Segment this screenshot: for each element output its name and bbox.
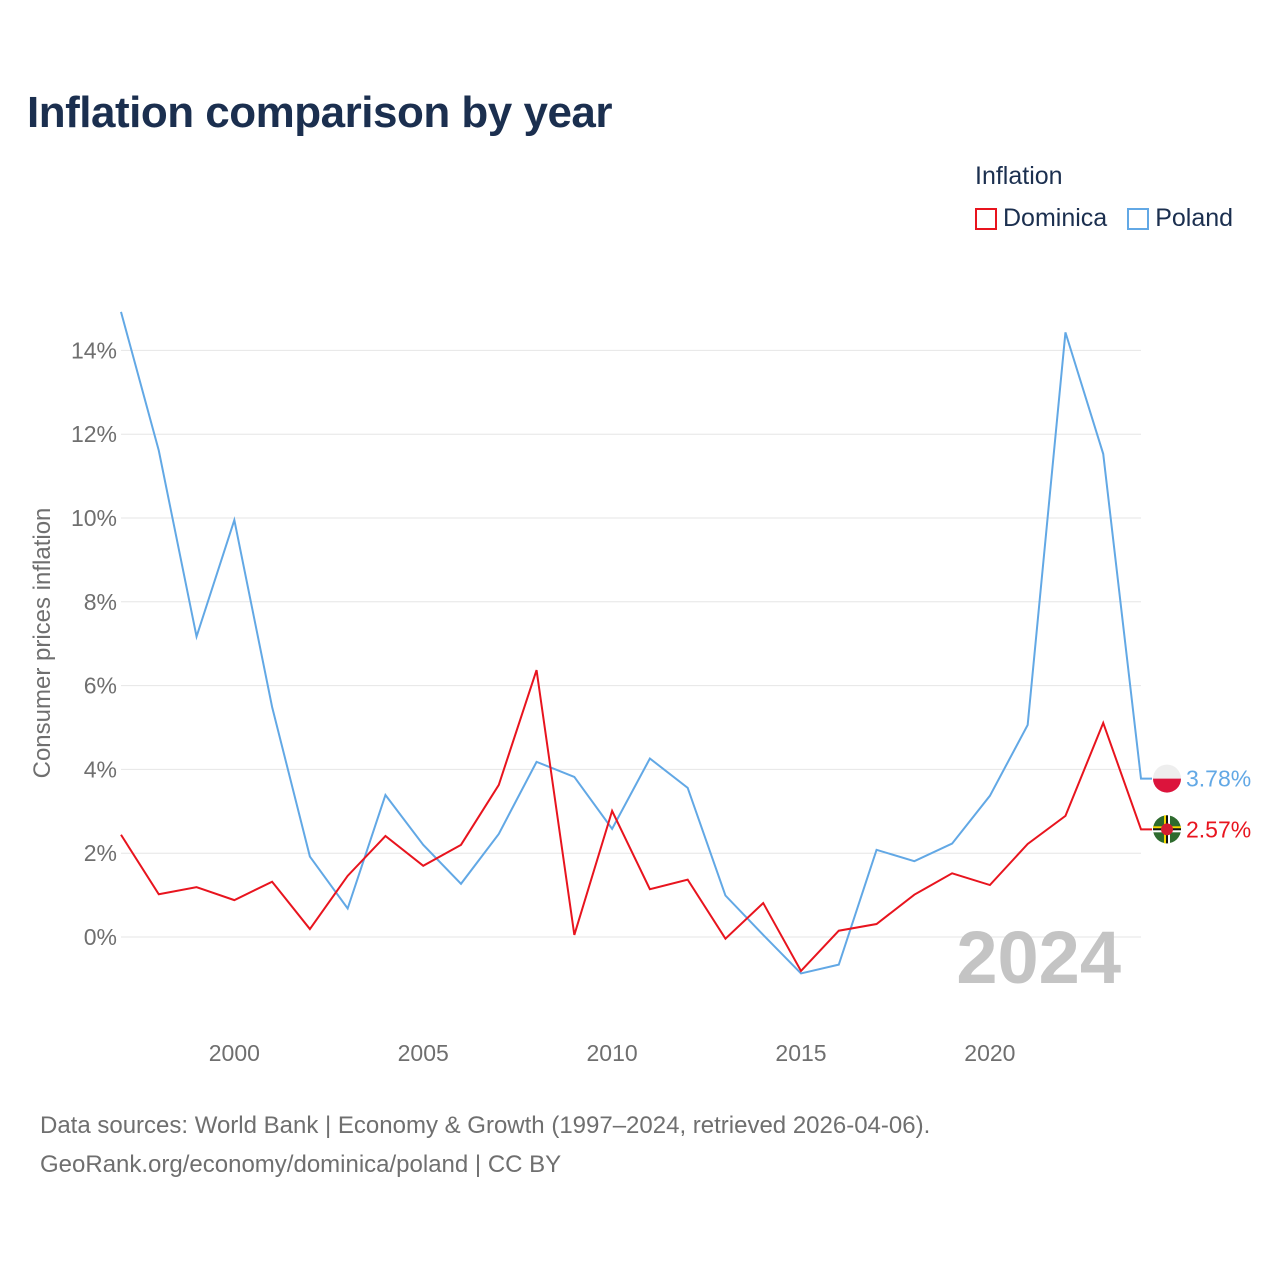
legend: Dominica Poland	[975, 204, 1233, 233]
chart-title: Inflation comparison by year	[27, 88, 613, 137]
gridlines	[121, 349, 1141, 938]
data-source-text: Data sources: World Bank | Economy & Gro…	[40, 1112, 931, 1139]
legend-item-poland[interactable]: Poland	[1127, 204, 1233, 233]
y-tick-label: 4%	[84, 756, 117, 782]
y-tick-label: 8%	[84, 589, 117, 615]
end-label-poland: 3.78%	[1186, 766, 1251, 792]
series-end-labels: 3.78% 2.57%	[1153, 764, 1251, 844]
x-axis-ticks: 2000 2005 2010 2015 2020	[209, 1040, 1016, 1066]
x-tick-label: 2020	[964, 1040, 1015, 1066]
legend-item-dominica[interactable]: Dominica	[975, 204, 1107, 233]
x-tick-label: 2005	[398, 1040, 449, 1066]
y-tick-label: 14%	[71, 337, 117, 363]
attribution-link[interactable]: GeoRank.org/economy/dominica/poland | CC…	[40, 1151, 562, 1178]
y-tick-label: 0%	[84, 924, 117, 950]
end-label-dominica: 2.57%	[1186, 816, 1251, 842]
legend-label-poland: Poland	[1155, 204, 1234, 232]
series-line-dominica[interactable]	[120, 669, 1152, 973]
year-watermark: 2024	[956, 916, 1121, 999]
legend-swatch-dominica	[975, 207, 997, 230]
line-chart: 0% 2% 4% 6% 8% 10% 12% 14% 2000 2005 2010 2015 2020…	[29, 311, 1251, 1066]
legend-swatch-poland	[1127, 207, 1150, 230]
footer: Data sources: World Bank | Economy & Gro…	[40, 1106, 930, 1184]
series-line-poland[interactable]	[120, 311, 1152, 975]
series-lines	[120, 311, 1152, 975]
x-tick-label: 2010	[587, 1040, 638, 1066]
y-tick-label: 2%	[84, 840, 117, 866]
legend-label-dominica: Dominica	[1003, 204, 1108, 232]
x-tick-label: 2000	[209, 1040, 260, 1066]
y-axis-ticks: 0% 2% 4% 6% 8% 10% 12% 14%	[71, 337, 117, 950]
flag-marker-dominica	[1153, 815, 1181, 844]
y-axis-label: Consumer prices inflation	[29, 508, 56, 779]
y-tick-label: 6%	[84, 673, 117, 699]
y-tick-label: 10%	[71, 505, 117, 531]
y-tick-label: 12%	[71, 421, 117, 447]
flag-marker-poland	[1153, 764, 1181, 793]
x-tick-label: 2015	[775, 1040, 826, 1066]
legend-title: Inflation	[975, 162, 1063, 190]
